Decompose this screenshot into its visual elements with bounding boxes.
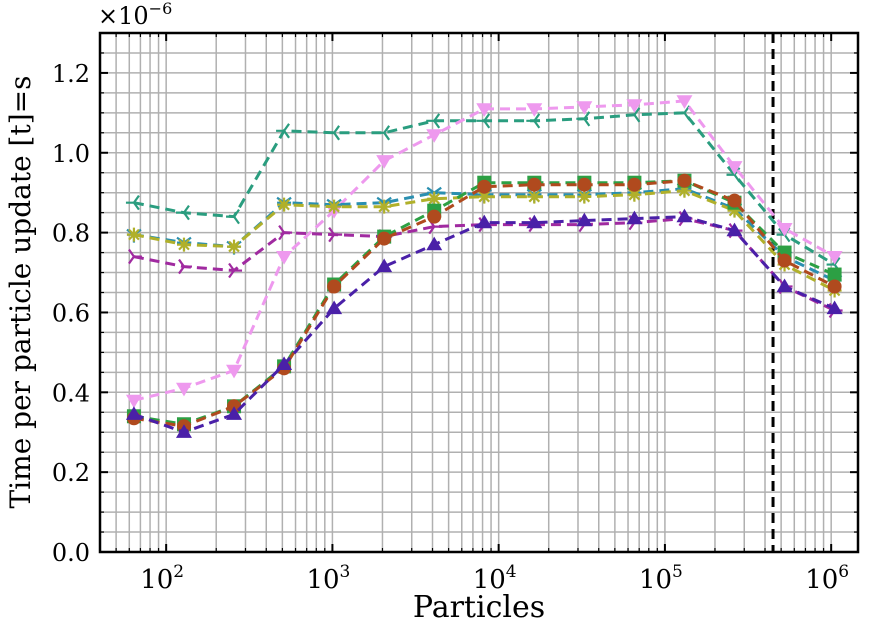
- data-point: [276, 123, 290, 139]
- data-point: [677, 183, 692, 198]
- data-point: [676, 208, 693, 223]
- data-point: [125, 406, 142, 420]
- data-point: [125, 195, 140, 211]
- x-tick-label: 105: [639, 562, 683, 595]
- data-point: [326, 300, 343, 315]
- data-point: [576, 101, 593, 115]
- data-point: [626, 99, 643, 113]
- data-point: [627, 177, 642, 192]
- data-point: [227, 239, 242, 254]
- grid: [99, 32, 858, 553]
- data-point: [526, 113, 541, 129]
- data-point: [477, 179, 492, 194]
- data-point: [228, 262, 243, 279]
- data-point: [527, 177, 542, 192]
- data-point: [476, 113, 491, 129]
- data-point: [426, 129, 443, 143]
- x-tick-label: 106: [805, 562, 849, 595]
- data-point: [726, 222, 743, 237]
- data-point: [627, 187, 642, 202]
- data-point: [226, 364, 243, 379]
- data-point: [327, 199, 342, 214]
- data-point: [827, 279, 842, 294]
- data-point: [276, 250, 293, 265]
- data-point: [777, 253, 792, 268]
- data-point: [826, 250, 843, 265]
- data-point: [377, 231, 392, 246]
- data-point: [776, 223, 793, 237]
- data-point: [576, 212, 593, 227]
- data-point: [278, 224, 293, 241]
- y-tick-label: 1.2: [52, 60, 90, 88]
- data-point: [176, 237, 191, 252]
- x-tick-label: 102: [140, 562, 184, 595]
- data-point: [276, 356, 293, 370]
- y-axis-label: Time per particle update [t]=s: [4, 76, 37, 509]
- data-point: [226, 406, 243, 420]
- series-line: [133, 179, 836, 428]
- data-point: [826, 300, 843, 315]
- series-8: [125, 208, 843, 438]
- data-point: [175, 205, 190, 221]
- data-point: [427, 209, 442, 224]
- y-tick-label: 0.8: [52, 220, 90, 248]
- data-point: [426, 113, 441, 129]
- data-point: [226, 209, 240, 225]
- data-point: [125, 394, 142, 409]
- data-point: [677, 173, 692, 188]
- y-offset-text: ×10−6: [98, 0, 172, 30]
- data-point: [476, 214, 493, 229]
- data-point: [376, 155, 393, 169]
- series-1: [125, 105, 841, 273]
- data-point: [727, 203, 742, 218]
- data-point: [175, 424, 192, 438]
- series-line: [133, 215, 836, 434]
- data-point: [626, 107, 641, 123]
- x-axis-label: Particles: [413, 590, 545, 625]
- data-point: [376, 125, 391, 141]
- x-tick-label: 104: [473, 562, 517, 595]
- data-point: [426, 236, 443, 251]
- data-point: [527, 189, 542, 204]
- y-tick-label: 0.6: [52, 299, 90, 327]
- data-point: [727, 193, 742, 208]
- ticks: 0.0 0.2 0.4 0.6 0.8 1.0 1.2 102 103 104 105 106: [52, 32, 858, 595]
- data-point: [328, 226, 343, 243]
- y-tick-label: 1.0: [52, 140, 90, 168]
- data-point: [526, 103, 543, 117]
- data-point: [676, 95, 693, 109]
- data-point: [128, 248, 142, 265]
- series-2: [125, 95, 843, 409]
- data-point: [477, 189, 492, 204]
- data-point: [427, 191, 442, 206]
- data-point: [776, 278, 793, 293]
- x-tick-label: 103: [306, 562, 350, 595]
- data-point: [726, 161, 743, 175]
- data-point: [178, 258, 192, 275]
- data-point: [376, 258, 393, 273]
- data-point: [327, 279, 342, 294]
- data-point: [277, 197, 292, 212]
- data-point: [577, 177, 592, 192]
- y-tick-label: 0.2: [52, 459, 90, 487]
- series-group: [125, 95, 843, 438]
- data-point: [526, 214, 543, 229]
- data-point: [576, 111, 591, 127]
- data-point: [126, 227, 141, 242]
- data-point: [577, 189, 592, 204]
- data-point: [377, 199, 392, 214]
- data-point: [326, 125, 341, 141]
- data-point: [175, 382, 192, 397]
- data-point: [626, 210, 643, 225]
- data-point: [476, 103, 493, 117]
- y-tick-label: 0.0: [52, 539, 90, 567]
- data-point: [827, 267, 842, 282]
- y-tick-label: 0.4: [52, 379, 90, 407]
